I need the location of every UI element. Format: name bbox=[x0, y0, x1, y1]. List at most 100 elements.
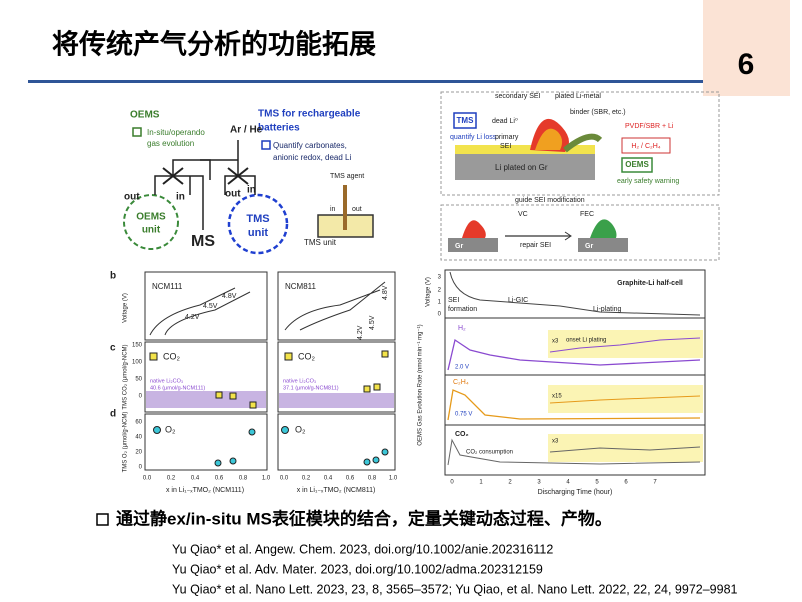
figure-label: Gr bbox=[585, 243, 593, 250]
figure-label: 3 bbox=[537, 480, 541, 486]
figure-label: 4.5V bbox=[203, 303, 218, 310]
figure-label: C₂H₄ bbox=[453, 379, 469, 386]
figure-label: O₂ bbox=[165, 424, 176, 434]
figure-label: 0 bbox=[139, 465, 143, 471]
figure-label: 0 bbox=[450, 480, 454, 486]
figure-label: 2.0 V bbox=[455, 365, 469, 371]
figure-label: 150 bbox=[132, 343, 143, 349]
figure-label: out bbox=[352, 206, 362, 213]
figure-label: x in Li₁₋ₓTMO₂ (NCM811) bbox=[297, 487, 376, 494]
bullet-box bbox=[96, 513, 109, 526]
figure-label: x in Li₁₋ₓTMO₂ (NCM111) bbox=[166, 487, 244, 494]
figure-label: 50 bbox=[135, 377, 142, 383]
figure-label: H₂ / C₂H₄ bbox=[631, 143, 660, 150]
figure-label: NCM811 bbox=[285, 282, 317, 291]
figure-label: 4.8V bbox=[382, 285, 389, 300]
bullet-text: 通过静ex/in-situ MS表征模块的结合，定量关键动态过程、产物。 bbox=[116, 508, 612, 528]
figure-label: secondary SEI bbox=[495, 93, 541, 100]
figure-label: 2 bbox=[438, 288, 442, 294]
figure-label: Graphite-Li half-cell bbox=[617, 280, 683, 287]
figure-label: quantify Li loss bbox=[450, 134, 497, 141]
page-number-box bbox=[703, 0, 790, 96]
figure-label: In-situ/operando bbox=[147, 128, 205, 137]
figure-label: 1.0 bbox=[389, 476, 398, 482]
figure-label: 100 bbox=[132, 360, 143, 366]
figure-label: OEMS bbox=[130, 110, 160, 121]
figure-label: Li plated on Gr bbox=[495, 163, 548, 172]
figure-label: gas evolution bbox=[147, 139, 194, 148]
figure-label: Voltage (V) bbox=[123, 293, 129, 323]
figure-label: O₂ bbox=[295, 424, 306, 434]
figure-label: 1 bbox=[479, 480, 483, 486]
figure-label: formation bbox=[448, 306, 477, 313]
figure-label: unit bbox=[248, 227, 268, 239]
figure-label: TMS CO₂ (μmol/g-NCM) bbox=[123, 344, 129, 409]
figure-label: 0.6 bbox=[346, 476, 355, 482]
figure-label: 40.6 (μmol/g-NCM111) bbox=[150, 385, 205, 391]
figure-label: Voltage (V) bbox=[426, 277, 432, 307]
page-number: 6 bbox=[738, 48, 755, 81]
figure-label: TMS O₂ (μmol/g-NCM) bbox=[123, 412, 129, 473]
figure-label: TMS for rechargeable bbox=[258, 109, 361, 120]
figure-label: CO₂ bbox=[163, 351, 181, 361]
figure-label: OEMS bbox=[136, 212, 166, 223]
figure-label: TMS agent bbox=[330, 173, 364, 180]
figure-label: 0 bbox=[438, 312, 442, 318]
figure-label: CO₂ consumption bbox=[466, 450, 513, 456]
figure-label: 0.75 V bbox=[455, 412, 472, 418]
figure-label: out bbox=[124, 192, 140, 203]
figure-label: TMS unit bbox=[304, 238, 337, 247]
figure-label: Li-GIC bbox=[508, 297, 528, 304]
figure-label: 60 bbox=[135, 420, 142, 426]
figure-label: Discharging Time (hour) bbox=[538, 489, 613, 496]
figure-d-shapes bbox=[444, 269, 706, 476]
figure-label: 0.0 bbox=[280, 476, 289, 482]
figure-label: native Li₂CO₃ bbox=[283, 378, 316, 384]
reference: Yu Qiao* et al. Adv. Mater. 2023, doi.or… bbox=[172, 562, 543, 576]
figure-label: OEMS Gas Evolution Rate (nmol min⁻¹ mg⁻¹… bbox=[418, 324, 424, 445]
figure-label: TMS bbox=[246, 213, 269, 225]
figure-label: Ar / He bbox=[230, 125, 263, 136]
figure-label: 0 bbox=[139, 394, 143, 400]
figure-label: in bbox=[330, 206, 336, 213]
title-rule bbox=[28, 80, 703, 83]
figure-label: unit bbox=[142, 225, 161, 236]
figure-label: early safety warning bbox=[617, 178, 679, 185]
figure-label: 1 bbox=[438, 300, 442, 306]
figure-label: MS bbox=[191, 233, 215, 250]
figure-label: 6 bbox=[624, 480, 628, 486]
figure-label: 2 bbox=[508, 480, 512, 486]
figure-label: H₂ bbox=[458, 325, 466, 332]
figure-label: binder (SBR, etc.) bbox=[570, 109, 626, 116]
figure-label: batteries bbox=[258, 123, 300, 134]
figure-b-shapes bbox=[440, 91, 720, 261]
figure-label: b bbox=[110, 271, 116, 282]
slide-title: 将传统产气分析的功能拓展 bbox=[52, 29, 376, 61]
figure-label: 0.8 bbox=[368, 476, 377, 482]
figure-label: 37.1 (μmol/g-NCM811) bbox=[283, 385, 339, 391]
figure-label: anionic redox, dead Li bbox=[273, 153, 352, 162]
figure-label: 4 bbox=[566, 480, 570, 486]
figure-label: 0.4 bbox=[191, 476, 200, 482]
figure-label: x15 bbox=[552, 394, 562, 400]
figure-label: 7 bbox=[653, 480, 657, 486]
figure-label: dead Li⁰ bbox=[492, 117, 518, 125]
figure-label: CO₂ bbox=[455, 431, 469, 438]
reference: Yu Qiao* et al. Angew. Chem. 2023, doi.o… bbox=[172, 542, 553, 556]
figure-label: CO₂ bbox=[298, 351, 316, 361]
figure-label: 4.8V bbox=[222, 293, 237, 300]
figure-label: SEI bbox=[500, 143, 511, 150]
figure-label: Gr bbox=[455, 243, 463, 250]
figure-label: c bbox=[110, 343, 116, 354]
reference: Yu Qiao* et al. Nano Lett. 2023, 23, 8, … bbox=[172, 582, 738, 596]
figure-label: onset Li plating bbox=[566, 338, 606, 344]
figure-label: d bbox=[110, 409, 116, 420]
figure-label: VC bbox=[518, 211, 528, 218]
figure-label: 4.2V bbox=[357, 325, 364, 340]
figure-label: 0.6 bbox=[215, 476, 224, 482]
figure-label: 0.2 bbox=[167, 476, 176, 482]
figure-label: 0.4 bbox=[324, 476, 333, 482]
figure-label: in bbox=[176, 192, 185, 203]
figure-label: 0.2 bbox=[302, 476, 311, 482]
